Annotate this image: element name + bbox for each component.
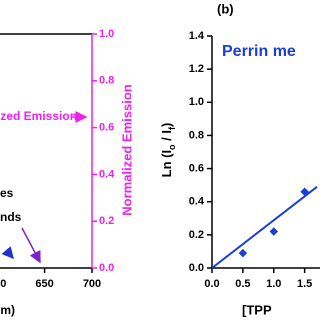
x-tick-label: 0.0	[204, 278, 219, 290]
y-tick-label: 1.0	[189, 96, 204, 108]
x-tick-label: 1.0	[266, 278, 281, 290]
y2-tick-label: 0.2	[99, 215, 114, 227]
y-axis-label-part: f	[167, 126, 177, 130]
x-axis-label: [TPP	[242, 302, 272, 317]
point	[300, 187, 309, 197]
y2-axis-label: Normalized Emission	[119, 84, 134, 216]
y-axis-label-part: Ln (I	[159, 150, 174, 177]
x-axis-label: (nm)	[0, 303, 15, 317]
point	[238, 248, 248, 258]
y-tick-label: 0.6	[189, 162, 204, 174]
arrow	[21, 227, 41, 264]
y2-tick-label: 1.0	[99, 28, 114, 40]
y-tick-label: 0.4	[189, 196, 205, 208]
y-axis-label-part: o	[167, 144, 177, 150]
y-tick-label: 0.0	[189, 262, 204, 274]
panel-label: (b)	[217, 1, 234, 16]
y-tick-label: 1.4	[189, 30, 205, 42]
y-axis-label-part: )	[159, 123, 174, 127]
x-tick-label: 0.5	[235, 278, 250, 290]
y-axis-label: Ln (Io / If)	[159, 123, 177, 178]
annotation: es	[0, 186, 14, 200]
y-tick-label: 0.8	[189, 129, 204, 141]
y-axis-label-part: / I	[159, 130, 174, 144]
chart-title: Perrin me	[222, 43, 296, 60]
point	[269, 227, 279, 236]
annotation: ized Emission	[0, 109, 77, 123]
y-tick-label: 0.2	[189, 229, 204, 241]
y-tick-label: 1.2	[189, 63, 204, 75]
x-tick-label: 600	[0, 278, 6, 290]
fit-line	[211, 186, 318, 269]
annotation: nds	[0, 210, 22, 224]
y2-tick-label: 0.4	[99, 168, 115, 180]
x-tick-label: 650	[35, 278, 53, 290]
arrow	[1, 246, 14, 260]
x-tick-label: 700	[83, 278, 101, 290]
x-tick-label: 1.5	[297, 278, 312, 290]
y2-tick-label: 0.0	[99, 262, 114, 274]
y2-tick-label: 0.8	[99, 75, 114, 87]
y2-tick-label: 0.6	[99, 122, 114, 134]
